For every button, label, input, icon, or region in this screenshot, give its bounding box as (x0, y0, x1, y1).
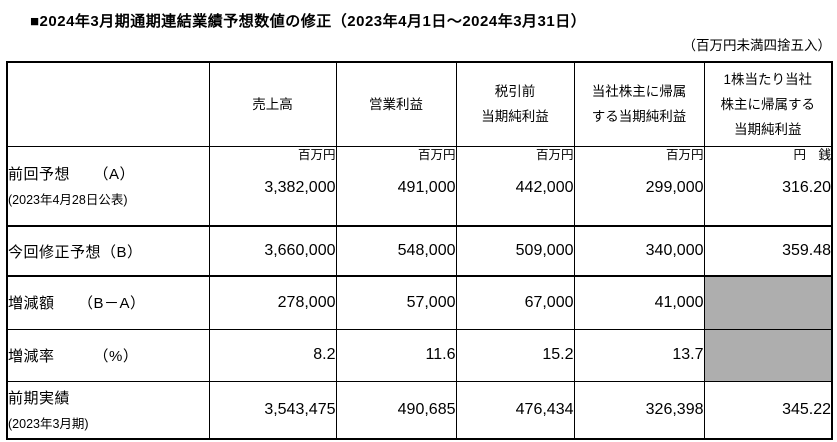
row-label-previous-results: 前期実績 (2023年3月期) (6, 380, 210, 440)
cell-value: 15.2 (455, 328, 575, 382)
header-row: 売上高 営業利益 税引前 当期純利益 当社株主に帰属 する当期純利益 1株当たり… (6, 61, 833, 147)
column-header-net-profit: 当社株主に帰属 する当期純利益 (573, 61, 705, 147)
column-header-pretax-profit: 税引前 当期純利益 (455, 61, 575, 147)
cell-value: 3,660,000 (208, 225, 337, 277)
cell-value: 67,000 (455, 275, 575, 330)
cell-value: 340,000 (573, 225, 705, 277)
row-label: 前回予想 （A） (8, 166, 136, 184)
row-label-revised-forecast: 今回修正予想（B） (6, 225, 210, 277)
unit-label: 百万円 (665, 147, 704, 162)
cell-value: 345.22 (703, 380, 833, 440)
row-previous-results: 前期実績 (2023年3月期) 3,543,475 490,685 476,43… (6, 380, 833, 440)
blank-gray-cell (703, 275, 833, 330)
column-header-operating-profit: 営業利益 (335, 61, 457, 147)
cell-value: 359.48 (703, 225, 833, 277)
rounding-note: （百万円未満四捨五入） (682, 38, 832, 53)
cell-value: 3,543,475 (208, 380, 337, 440)
cell-value: 57,000 (335, 275, 457, 330)
row-label-previous-forecast: 前回予想 （A） (2023年4月28日公表) (6, 145, 210, 227)
column-header-eps: 1株当たり当社 株主に帰属する 当期純利益 (703, 61, 833, 147)
cell-value: 316.20 (782, 178, 831, 196)
unit-label: 百万円 (535, 147, 574, 162)
row-label-change-rate: 増減率 （%） (6, 328, 210, 382)
cell-value: 548,000 (335, 225, 457, 277)
blank-gray-cell (703, 328, 833, 382)
unit-label: 円 銭 (793, 147, 831, 162)
value-cell: 円 銭 316.20 (703, 145, 833, 227)
page-title: ■2024年3月期通期連結業績予想数値の修正（2023年4月1日～2024年3月… (30, 13, 587, 30)
cell-value: 490,685 (335, 380, 457, 440)
unit-label: 百万円 (297, 147, 336, 162)
row-label-change-amount: 増減額 （B－A） (6, 275, 210, 330)
cell-value: 299,000 (645, 178, 704, 196)
value-cell: 百万円 491,000 (335, 145, 457, 227)
row-label: 前期実績 (8, 390, 71, 408)
row-previous-forecast: 前回予想 （A） (2023年4月28日公表) 百万円 3,382,000 百万… (6, 145, 833, 227)
cell-value: 13.7 (573, 328, 705, 382)
cell-value: 8.2 (208, 328, 337, 382)
cell-value: 278,000 (208, 275, 337, 330)
header-empty-cell (6, 61, 210, 147)
cell-value: 326,398 (573, 380, 705, 440)
value-cell: 百万円 3,382,000 (208, 145, 337, 227)
value-cell: 百万円 442,000 (455, 145, 575, 227)
row-sublabel: (2023年3月期) (8, 417, 89, 432)
row-change-amount: 増減額 （B－A） 278,000 57,000 67,000 41,000 (6, 275, 833, 330)
forecast-revision-table: 売上高 営業利益 税引前 当期純利益 当社株主に帰属 する当期純利益 1株当たり… (6, 61, 833, 440)
cell-value: 476,434 (455, 380, 575, 440)
unit-label: 百万円 (417, 147, 456, 162)
cell-value: 41,000 (573, 275, 705, 330)
row-sublabel: (2023年4月28日公表) (8, 193, 128, 208)
row-revised-forecast: 今回修正予想（B） 3,660,000 548,000 509,000 340,… (6, 225, 833, 277)
cell-value: 491,000 (397, 178, 456, 196)
cell-value: 442,000 (515, 178, 574, 196)
cell-value: 509,000 (455, 225, 575, 277)
cell-value: 11.6 (335, 328, 457, 382)
row-change-rate: 増減率 （%） 8.2 11.6 15.2 13.7 (6, 328, 833, 382)
cell-value: 3,382,000 (264, 178, 336, 196)
column-header-sales: 売上高 (208, 61, 337, 147)
value-cell: 百万円 299,000 (573, 145, 705, 227)
